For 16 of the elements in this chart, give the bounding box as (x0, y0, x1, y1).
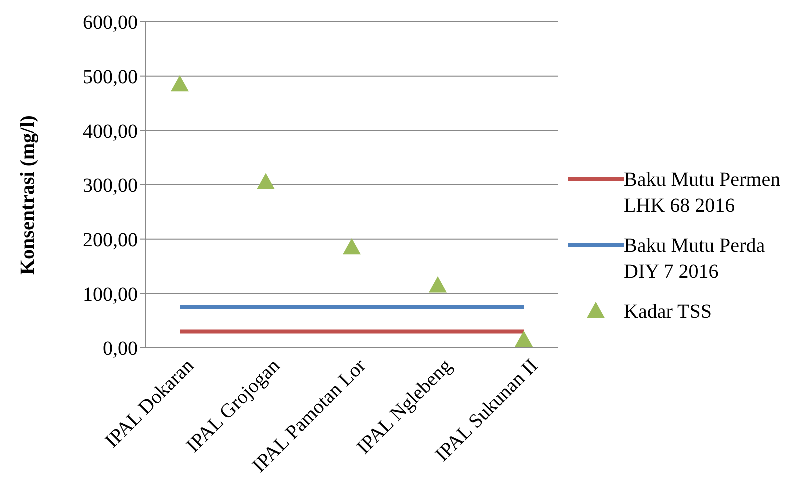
y-tick-label: 400,00 (83, 120, 138, 143)
point (343, 238, 361, 255)
y-tick-label: 600,00 (83, 12, 138, 34)
y-tick-label: 100,00 (83, 284, 138, 306)
legend-label: Kadar TSS (624, 300, 712, 325)
y-tick-label: 300,00 (83, 175, 138, 198)
legend-label: Baku Mutu Permen LHK 68 2016 (624, 168, 782, 219)
point (429, 276, 447, 293)
y-tick-label: 500,00 (83, 66, 138, 88)
y-tick-label: 0,00 (103, 338, 138, 360)
point (257, 173, 275, 190)
y-tick-label: 200,00 (83, 229, 138, 252)
legend-label: Baku Mutu Perda DIY 7 2016 (624, 234, 766, 285)
point (171, 75, 189, 92)
y-axis-title: Konsentrasi (mg/l) (17, 116, 40, 275)
point (515, 330, 533, 348)
